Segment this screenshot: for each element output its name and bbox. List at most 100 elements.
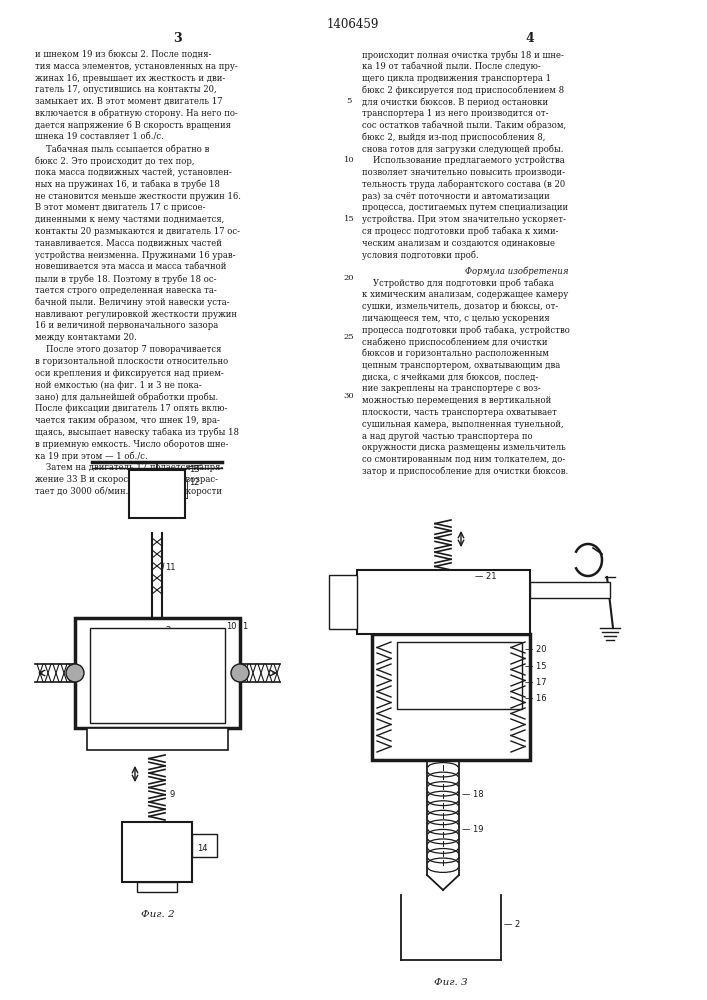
Text: новешивается эта масса и масса табачной: новешивается эта масса и масса табачной [35, 262, 226, 271]
Text: Табачная пыль ссыпается обратно в: Табачная пыль ссыпается обратно в [35, 144, 209, 154]
Text: Фиг. 2: Фиг. 2 [141, 910, 175, 919]
Text: 15: 15 [344, 215, 354, 223]
Text: тельность труда лаборантского состава (в 20: тельность труда лаборантского состава (в… [362, 180, 566, 189]
Bar [90, 628, 225, 723]
Bar [329, 575, 357, 629]
Text: сос остатков табачной пыли. Таким образом,: сос остатков табачной пыли. Таким образо… [362, 121, 566, 130]
Text: жинах 16, превышает их жесткость и дви-: жинах 16, превышает их жесткость и дви- [35, 74, 226, 83]
Text: процесса, достигаемых путем специализации: процесса, достигаемых путем специализаци… [362, 203, 568, 212]
Text: жение 33 В и скорость шнека 19 возрас-: жение 33 В и скорость шнека 19 возрас- [35, 475, 218, 484]
Text: — 20: — 20 [525, 645, 547, 654]
Text: сушильная камера, выполненная тунельной,: сушильная камера, выполненная тунельной, [362, 420, 563, 429]
Text: устройства. При этом значительно ускоряет-: устройства. При этом значительно ускоряе… [362, 215, 566, 224]
Text: шнека 19 составляет 1 об./с.: шнека 19 составляет 1 об./с. [35, 133, 164, 142]
Text: Фиг. 3: Фиг. 3 [434, 978, 468, 987]
Text: пока масса подвижных частей, установлен-: пока масса подвижных частей, установлен- [35, 168, 232, 177]
Text: 11: 11 [165, 563, 175, 572]
Text: ние закреплены на транспортере с воз-: ние закреплены на транспортере с воз- [362, 384, 541, 393]
Text: танавливается. Масса подвижных частей: танавливается. Масса подвижных частей [35, 239, 222, 248]
Bar [122, 822, 192, 882]
Text: пыли в трубе 18. Поэтому в трубе 18 ос-: пыли в трубе 18. Поэтому в трубе 18 ос- [35, 274, 216, 284]
Text: 4: 4 [525, 32, 534, 45]
Text: — 17: — 17 [525, 678, 547, 687]
Text: снова готов для загрузки следующей пробы.: снова готов для загрузки следующей пробы… [362, 144, 563, 154]
Text: Формула изобретения: Формула изобретения [465, 266, 568, 276]
Text: между контактами 20.: между контактами 20. [35, 333, 137, 342]
Bar [192, 834, 217, 857]
Text: происходит полная очистка трубы 18 и шне-: происходит полная очистка трубы 18 и шне… [362, 50, 564, 60]
Bar [75, 618, 240, 728]
Text: 25: 25 [344, 333, 354, 341]
Text: чается таким образом, что шнек 19, вра-: чается таким образом, что шнек 19, вра- [35, 416, 220, 425]
Bar [372, 634, 530, 760]
Text: тается строго определенная навеска та-: тается строго определенная навеска та- [35, 286, 217, 295]
Text: оси крепления и фиксируется над прием-: оси крепления и фиксируется над прием- [35, 369, 223, 378]
Text: Затем на двигатель 17 подается напря-: Затем на двигатель 17 подается напря- [35, 463, 223, 472]
Bar [129, 470, 185, 518]
Text: диненными к нему частями поднимается,: диненными к нему частями поднимается, [35, 215, 224, 224]
Text: условия подготовки проб.: условия подготовки проб. [362, 251, 479, 260]
Text: — 16: — 16 [525, 694, 547, 703]
Text: не становится меньше жесткости пружин 16.: не становится меньше жесткости пружин 16… [35, 192, 241, 201]
Text: 12: 12 [189, 478, 199, 487]
Text: контакты 20 размыкаются и двигатель 17 ос-: контакты 20 размыкаются и двигатель 17 о… [35, 227, 240, 236]
Text: позволяет значительно повысить производи-: позволяет значительно повысить производи… [362, 168, 565, 177]
Text: диска, с ячейками для бюксов, послед-: диска, с ячейками для бюксов, послед- [362, 373, 538, 382]
Text: После этого дозатор 7 поворачивается: После этого дозатор 7 поворачивается [35, 345, 221, 354]
Text: бюксов и горизонтально расположенным: бюксов и горизонтально расположенным [362, 349, 549, 359]
Circle shape [66, 664, 84, 682]
Text: личающееся тем, что, с целью ускорения: личающееся тем, что, с целью ускорения [362, 314, 549, 323]
Text: тает до 3000 об/мин. При такой скорости: тает до 3000 об/мин. При такой скорости [35, 487, 222, 496]
Text: в горизонтальной плоскости относительно: в горизонтальной плоскости относительно [35, 357, 228, 366]
Text: устройства неизменна. Пружинами 16 урав-: устройства неизменна. Пружинами 16 урав- [35, 251, 235, 260]
Text: ческим анализам и создаются одинаковые: ческим анализам и создаются одинаковые [362, 239, 555, 248]
Text: сушки, измельчитель, дозатор и бюксы, от-: сушки, измельчитель, дозатор и бюксы, от… [362, 302, 559, 311]
Text: затор и приспособление для очистки бюксов.: затор и приспособление для очистки бюксо… [362, 467, 568, 477]
Text: ной емкостью (на фиг. 1 и 3 не пока-: ной емкостью (на фиг. 1 и 3 не пока- [35, 380, 201, 390]
Text: 14: 14 [197, 844, 207, 853]
Text: ка 19 от табачной пыли. После следую-: ка 19 от табачной пыли. После следую- [362, 62, 541, 71]
Text: 9: 9 [169, 790, 174, 799]
Text: в приемную емкость. Число оборотов шне-: в приемную емкость. Число оборотов шне- [35, 439, 228, 449]
Text: цепным транспортером, охватывающим два: цепным транспортером, охватывающим два [362, 361, 560, 370]
Bar [357, 570, 530, 634]
Text: После фиксации двигатель 17 опять вклю-: После фиксации двигатель 17 опять вклю- [35, 404, 228, 413]
Text: 10: 10 [226, 622, 237, 631]
Text: бюкс 2 фиксируется под приспособлением 8: бюкс 2 фиксируется под приспособлением 8 [362, 85, 564, 95]
Text: гатель 17, опустившись на контакты 20,: гатель 17, опустившись на контакты 20, [35, 85, 216, 94]
Text: включается в обратную сторону. На него по-: включается в обратную сторону. На него п… [35, 109, 238, 118]
Text: ных на пружинах 16, и табака в трубе 18: ных на пружинах 16, и табака в трубе 18 [35, 180, 220, 189]
Text: процесса подготовки проб табака, устройство: процесса подготовки проб табака, устройс… [362, 325, 570, 335]
Text: для очистки бюксов. В период остановки: для очистки бюксов. В период остановки [362, 97, 548, 107]
Text: 2: 2 [165, 626, 170, 635]
Text: со смонтированным под ним толкателем, до-: со смонтированным под ним толкателем, до… [362, 455, 566, 464]
Text: ка 19 при этом — 1 об./с.: ка 19 при этом — 1 об./с. [35, 451, 148, 461]
Text: можностью перемещения в вертикальной: можностью перемещения в вертикальной [362, 396, 551, 405]
Text: бюкс 2. Это происходит до тех пор,: бюкс 2. Это происходит до тех пор, [35, 156, 194, 166]
Text: ся процесс подготовки проб табака к хими-: ся процесс подготовки проб табака к хими… [362, 227, 559, 236]
Text: тия масса элементов, установленных на пру-: тия масса элементов, установленных на пр… [35, 62, 238, 71]
Text: — 19: — 19 [462, 825, 484, 834]
Text: снабжено приспособлением для очистки: снабжено приспособлением для очистки [362, 337, 547, 347]
Text: транспортера 1 из него производится от-: транспортера 1 из него производится от- [362, 109, 549, 118]
Text: зано) для дальнейшей обработки пробы.: зано) для дальнейшей обработки пробы. [35, 392, 218, 402]
Text: бачной пыли. Величину этой навески уста-: бачной пыли. Величину этой навески уста- [35, 298, 230, 307]
Text: дается напряжение 6 В скорость вращения: дается напряжение 6 В скорость вращения [35, 121, 231, 130]
Text: щего цикла продвижения транспортера 1: щего цикла продвижения транспортера 1 [362, 74, 551, 83]
Text: — 15: — 15 [525, 662, 547, 671]
Bar [87, 728, 228, 750]
Text: 1: 1 [242, 622, 247, 631]
Text: замыкает их. В этот момент двигатель 17: замыкает их. В этот момент двигатель 17 [35, 97, 223, 106]
Text: — 21: — 21 [475, 572, 496, 581]
Text: раз) за счёт поточности и автоматизации: раз) за счёт поточности и автоматизации [362, 192, 550, 201]
Bar [137, 882, 177, 892]
Circle shape [231, 664, 249, 682]
Text: 30: 30 [344, 392, 354, 400]
Text: 16 и величиной первоначального зазора: 16 и величиной первоначального зазора [35, 321, 218, 330]
Text: 5: 5 [346, 97, 351, 105]
Text: 1406459: 1406459 [327, 18, 379, 31]
Text: плоскости, часть транспортера охватывает: плоскости, часть транспортера охватывает [362, 408, 557, 417]
Text: Использование предлагаемого устройства: Использование предлагаемого устройства [362, 156, 565, 165]
Bar [530, 582, 610, 598]
Text: В этот момент двигатель 17 с присое-: В этот момент двигатель 17 с присое- [35, 203, 206, 212]
